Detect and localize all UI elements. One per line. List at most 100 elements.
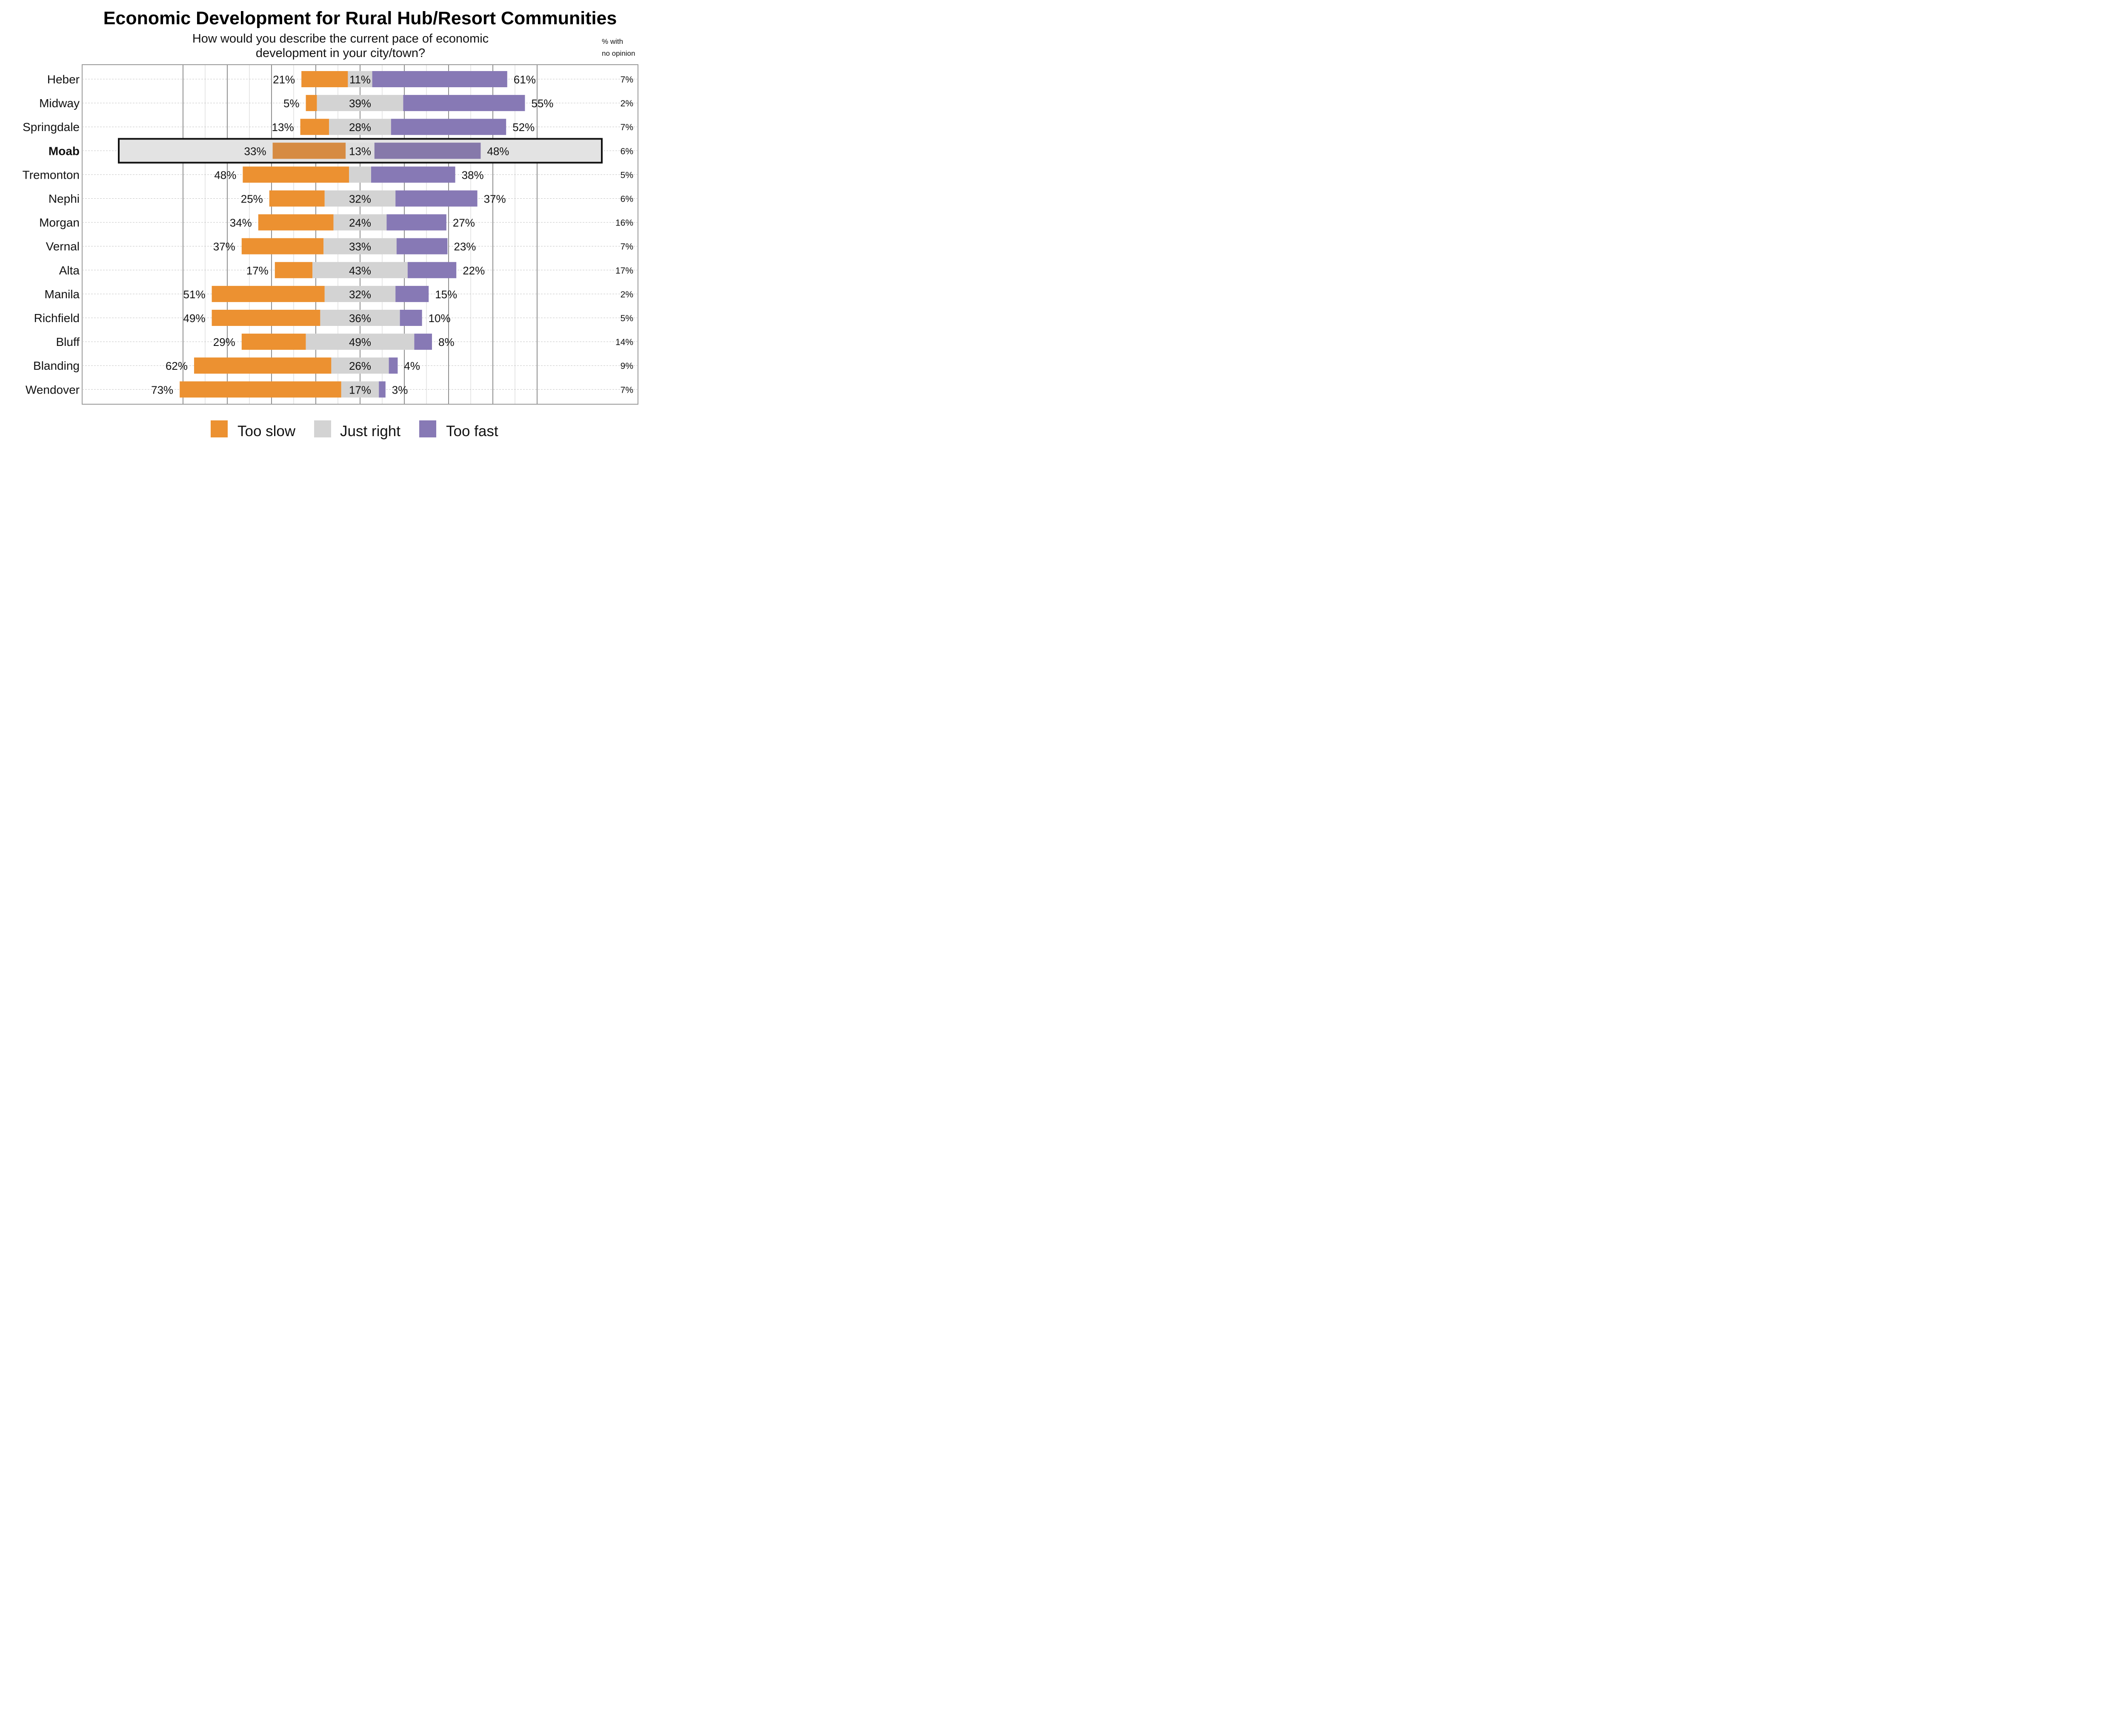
label-too-slow: 37% (213, 240, 235, 253)
label-just-right: 11% (349, 73, 371, 86)
no-opinion-header-line-2: no opinion (602, 49, 635, 57)
label-no-opinion: 14% (615, 337, 633, 347)
bar-just-right (348, 71, 372, 87)
category-label: Morgan (39, 216, 80, 229)
label-too-fast: 38% (462, 168, 484, 181)
category-label: Manila (45, 288, 80, 301)
label-too-fast: 22% (463, 264, 485, 277)
label-just-right: 28% (349, 121, 371, 134)
label-too-fast: 52% (512, 121, 535, 134)
bar-too-slow (241, 238, 324, 254)
legend-swatch (419, 420, 436, 437)
label-just-right: 39% (349, 97, 371, 110)
bar-just-right (324, 190, 396, 207)
bar-just-right (346, 143, 375, 159)
chart-title: Economic Development for Rural Hub/Resor… (103, 8, 617, 29)
label-too-slow: 49% (183, 312, 206, 325)
bar-too-fast (395, 286, 429, 302)
category-label: Midway (39, 97, 80, 110)
label-too-slow: 25% (241, 193, 263, 206)
bar-too-slow (243, 166, 349, 183)
category-label: Bluff (56, 335, 80, 348)
label-too-fast: 55% (531, 97, 553, 110)
label-just-right: 32% (349, 288, 371, 301)
label-too-slow: 13% (272, 121, 294, 134)
label-too-slow: 51% (183, 288, 206, 301)
label-no-opinion: 5% (621, 314, 633, 323)
category-label: Springdale (23, 120, 80, 134)
bar-too-slow (212, 310, 320, 326)
bar-too-slow (180, 381, 341, 398)
category-label: Vernal (46, 240, 80, 253)
bar-too-fast (371, 166, 455, 183)
bar-too-slow (269, 190, 325, 207)
label-just-right: 49% (349, 336, 371, 348)
bar-just-right (306, 334, 415, 350)
legend-swatch (211, 420, 228, 437)
label-no-opinion: 7% (621, 123, 633, 132)
bar-just-right (331, 357, 389, 374)
bar-just-right (312, 262, 408, 278)
label-too-slow: 5% (283, 97, 300, 110)
category-label: Heber (47, 73, 80, 86)
label-no-opinion: 7% (621, 385, 633, 395)
bar-too-slow (241, 334, 306, 350)
category-label: Nephi (49, 192, 80, 206)
label-too-fast: 8% (438, 336, 455, 348)
bar-too-fast (396, 238, 448, 254)
legend-label: Too slow (237, 423, 296, 440)
bar-just-right (323, 238, 397, 254)
label-too-slow: 29% (213, 336, 235, 348)
label-just-right: 32% (349, 193, 371, 206)
label-no-opinion: 17% (615, 266, 633, 276)
bar-too-fast (391, 119, 506, 135)
bar-just-right (317, 95, 403, 111)
bar-too-fast (372, 71, 507, 87)
bar-just-right (329, 119, 391, 135)
label-no-opinion: 6% (621, 194, 633, 204)
label-too-slow: 48% (214, 168, 236, 181)
label-too-fast: 23% (454, 240, 476, 253)
label-no-opinion: 7% (621, 242, 633, 252)
bar-too-fast (395, 190, 478, 207)
bar-just-right (320, 310, 400, 326)
legend-swatch (314, 420, 331, 437)
bar-too-fast (374, 143, 481, 159)
label-no-opinion: 9% (621, 361, 633, 371)
bar-too-slow (212, 286, 325, 302)
bar-too-slow (300, 119, 329, 135)
chart-subtitle-line-1: How would you describe the current pace … (192, 32, 489, 46)
category-label: Moab (49, 144, 80, 157)
label-no-opinion: 6% (621, 146, 633, 156)
label-too-slow: 21% (273, 73, 295, 86)
bar-too-fast (403, 95, 525, 111)
label-too-fast: 27% (453, 217, 475, 229)
label-no-opinion: 2% (621, 99, 633, 108)
label-no-opinion: 5% (621, 170, 633, 180)
label-no-opinion: 16% (615, 218, 633, 228)
category-label: Blanding (33, 359, 80, 372)
legend: Too slow Just right Too fast (211, 420, 498, 440)
label-too-fast: 61% (514, 73, 536, 86)
label-too-fast: 15% (435, 288, 457, 301)
bar-too-fast (389, 357, 398, 374)
bar-too-slow (275, 262, 313, 278)
chart-subtitle-line-2: development in your city/town? (256, 46, 425, 60)
bar-just-right (333, 214, 387, 231)
bar-too-fast (379, 381, 386, 398)
label-just-right: 13% (349, 145, 371, 157)
bar-too-slow (306, 95, 317, 111)
label-too-fast: 4% (404, 360, 420, 372)
legend-label: Too fast (446, 423, 498, 440)
labels-layer: Heber 21% 11% 61% 7% Midway 5% 39% 55% 2% Springda… (23, 73, 633, 396)
label-too-slow: 34% (230, 217, 252, 229)
legend-label: Just right (340, 423, 400, 440)
category-label: Richfield (34, 311, 80, 325)
bar-just-right (349, 166, 371, 183)
label-no-opinion: 7% (621, 75, 633, 85)
bar-too-fast (386, 214, 446, 231)
label-just-right: 17% (349, 383, 371, 396)
label-too-fast: 10% (429, 312, 451, 325)
diverging-bar-chart: Economic Development for Rural Hub/Resor… (23, 8, 638, 440)
label-just-right: 24% (349, 217, 371, 229)
